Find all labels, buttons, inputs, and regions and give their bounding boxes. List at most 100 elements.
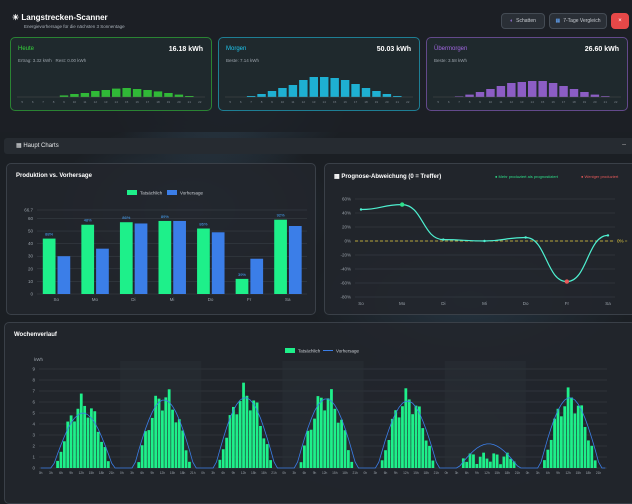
y-tick-label: 20 [28,266,34,271]
mini-hour-label: 7 [42,100,44,104]
mini-hour-label: 6 [448,100,450,104]
x-tick-label: 0h [363,471,367,475]
mini-bar [496,86,506,97]
mini-hour-label: 21 [604,100,608,104]
mini-hour-label: 12 [510,100,514,104]
x-tick-label: 6h [221,471,225,475]
mini-bar [465,94,474,97]
legend-forecast: Vorhersage [336,349,360,354]
y-tick-label: 0% [344,239,351,244]
x-tick-label: 21h [515,471,521,475]
weekly-bar [103,447,107,468]
x-tick-label: 21h [596,471,602,475]
mini-bar [454,96,464,97]
weekly-bar [62,441,66,468]
calendar-icon: ▦ [555,18,561,24]
weekly-bar [147,430,151,468]
deviation-point [442,238,445,241]
legend-swatch-actual [127,190,137,195]
day-card-0[interactable]: Heute 16.18 kWh Ertrag: 3.32 kWh Rest: 0.0… [10,37,212,111]
close-button[interactable]: × [611,13,629,29]
y-tick-label: 30 [28,254,34,259]
y-tick-label: 10 [28,279,34,284]
x-tick-label: Do [523,301,529,306]
deviation-title-text: Prognose-Abweichung (0 = Treffer) [341,174,442,180]
shadow-button[interactable]: ◐ Schatten [501,13,545,29]
weekly-bar [543,460,546,468]
y-tick-label: 50 [28,229,34,234]
weekly-bar [553,418,556,468]
mini-bar [278,88,287,97]
weekly-bar [177,419,181,468]
x-tick-label: 12h [241,471,247,475]
mini-hour-label: 18 [364,100,368,104]
bar-actual [274,219,287,294]
mini-hour-label: 17 [146,100,150,104]
mini-hour-label: 16 [551,100,555,104]
bar-forecast [134,223,148,294]
legend-actual: Tatsächlich [298,349,321,354]
x-tick-label: Mi [170,297,175,302]
mini-hour-label: 16 [343,100,347,104]
weekly-bar [252,400,256,468]
x-tick-label: 21h [352,471,358,475]
mini-bar [132,89,142,97]
weekly-bar [262,438,266,468]
bar-actual [119,222,133,294]
weekly-bar [387,440,391,468]
y-tick-label: 5 [32,411,35,416]
weekly-bar [475,463,479,468]
mini-hour-label: 14 [323,100,327,104]
weekly-bar [66,421,70,468]
production-title: Produktion vs. Vorhersage [16,173,92,179]
mini-hour-label: 19 [167,100,171,104]
mini-hour-label: 12 [94,100,98,104]
bar-actual [235,278,249,294]
mini-bar [185,96,194,97]
y-axis-label: kWh [34,357,43,362]
chart-icon: ▦ [334,174,342,180]
section-title: ▦ Haupt Charts [16,142,59,149]
weekly-bar [232,406,235,468]
x-tick-label: 6h [465,471,469,475]
deviation-panel: ▦ Prognose-Abweichung (0 = Treffer) ● Me… [324,163,632,315]
weekly-bar [336,422,340,468]
legend-actual: Tatsächlich [140,191,163,196]
weekly-bar [346,450,350,468]
mini-bar [267,91,277,97]
deviation-chart: ● Mehr produziert als prognostiziert ● We… [340,174,627,306]
x-tick-label: 15h [170,471,176,475]
x-tick-label: 18h [180,471,186,475]
x-tick-label: 9h [475,471,479,475]
x-tick-label: 0h [120,471,124,475]
collapse-icon[interactable]: – [622,141,626,148]
mini-hour-label: 15 [125,100,129,104]
day-mini-chart: 5 6 7 8 9 10 11 12 13 14 15 16 17 18 19 20 21 22 [433,81,621,104]
x-tick-label: 0h [39,471,43,475]
x-tick-label: 6h [303,471,307,475]
weekly-bar [161,410,164,468]
x-tick-label: 3h [455,471,459,475]
weekly-bar [299,462,303,468]
app-subtitle: Energievorhersage für die nächsten 3 Son… [24,24,125,29]
production-panel: Produktion vs. Vorhersage 0 10 20 30 40 50 60 6… [6,163,316,315]
x-tick-label: 12h [79,471,85,475]
weekly-bar [79,393,83,468]
week-compare-button[interactable]: ▦ 7-Tage Vergleich [549,13,607,29]
main-charts-section[interactable]: ▦ Haupt Charts – [4,138,632,154]
day-card-2[interactable]: Übermorgen 26.60 kWh Beste: 3.58 kWh 5 6 7 8 9 1… [426,37,628,111]
weekly-bar [59,451,63,468]
x-tick-label: 9h [232,471,236,475]
weekly-bar [570,397,573,468]
y-tick-label: 6 [32,400,35,405]
mini-hour-label: 21 [396,100,400,104]
x-tick-label: Mi [482,301,487,306]
weekly-bar [499,464,502,468]
weekly-bar [76,408,80,468]
weekly-chart: Tatsächlich Vorhersage kWh 0 1 2 3 4 5 6 7 8 9 0h 3h 6h… [32,348,607,475]
day-name: Heute [18,46,35,52]
day-card-1[interactable]: Morgen 50.03 kWh Beste: 7.14 kWh 5 6 7 8 9 10 11 1… [218,37,420,111]
weekly-bar [593,460,597,468]
y-tick-label: 0 [30,292,33,297]
weekly-bar [407,399,411,468]
